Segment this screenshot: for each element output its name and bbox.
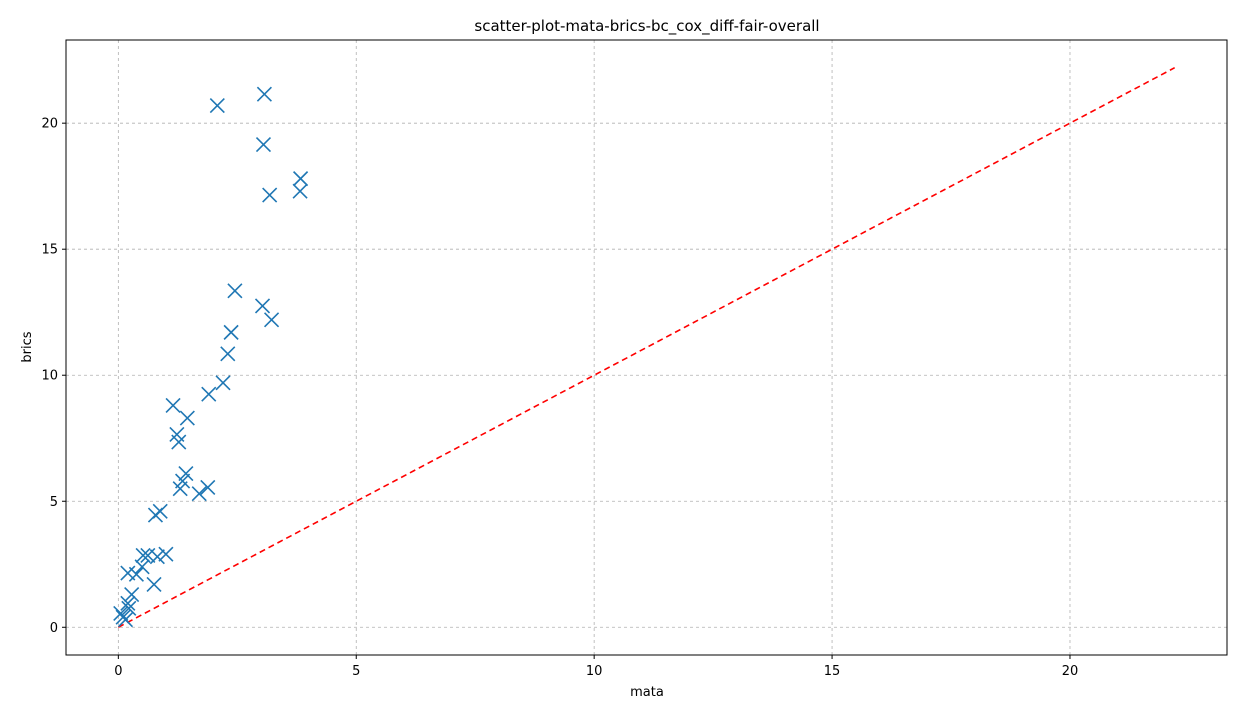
data-point <box>263 312 280 328</box>
axis-ticks: 0 5 10 15 20 0 5 10 15 20 <box>41 117 1078 679</box>
y-axis-label: brics <box>20 331 35 362</box>
data-point <box>120 595 136 611</box>
data-points <box>113 86 309 628</box>
data-point <box>171 434 187 450</box>
data-point <box>191 486 207 502</box>
data-point <box>178 465 194 482</box>
data-point <box>134 559 150 575</box>
data-point <box>124 586 140 603</box>
data-point <box>147 507 164 523</box>
data-point <box>113 605 129 621</box>
data-point <box>117 612 134 628</box>
data-point <box>220 346 236 362</box>
grid <box>66 40 1227 655</box>
data-point <box>255 137 272 153</box>
x-tick-label: 0 <box>114 664 122 679</box>
plot-frame <box>65 39 1228 656</box>
data-point <box>292 183 308 199</box>
data-point <box>179 410 195 426</box>
data-point <box>146 576 162 592</box>
data-point <box>200 479 216 495</box>
data-point <box>165 397 181 414</box>
data-point <box>293 171 309 187</box>
data-point <box>262 187 278 203</box>
data-point <box>172 481 188 497</box>
data-point <box>215 375 231 391</box>
x-tick-label: 10 <box>586 664 603 679</box>
y-tick-label: 15 <box>41 243 58 258</box>
y-tick-label: 5 <box>50 495 58 510</box>
x-tick-label: 15 <box>824 664 841 679</box>
data-point <box>223 324 239 340</box>
data-point <box>254 298 271 314</box>
y-tick-label: 20 <box>41 117 58 132</box>
y-tick-label: 0 <box>50 621 58 636</box>
x-tick-label: 5 <box>352 664 360 679</box>
data-point <box>227 283 243 299</box>
data-point <box>209 97 225 114</box>
data-point <box>121 600 137 616</box>
chart-title: scatter-plot-mata-brics-bc_cox_diff-fair… <box>474 17 819 36</box>
x-tick-label: 20 <box>1062 664 1079 679</box>
data-point <box>158 546 174 562</box>
data-point <box>128 566 144 582</box>
data-point <box>149 549 165 565</box>
data-point <box>201 386 217 402</box>
y-tick-label: 10 <box>41 369 58 384</box>
data-point <box>256 86 272 102</box>
x-axis-label: mata <box>630 685 664 700</box>
